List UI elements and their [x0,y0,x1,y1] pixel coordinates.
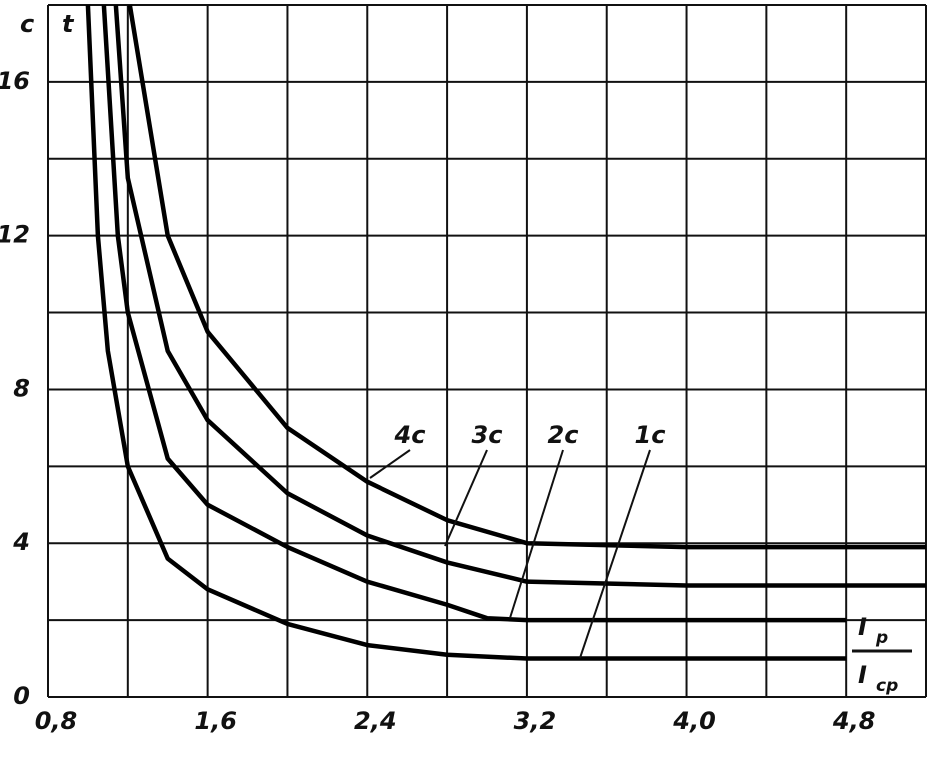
series-label: 3c [472,421,503,449]
x-label-num-sub: p [875,628,888,648]
y-tick-label: 4 [12,528,30,556]
y-label: t [62,10,75,38]
x-label: I p I cp [852,613,912,696]
series-label: 2c [548,421,579,449]
x-tick-label: 1,6 [194,707,237,735]
x-tick-label: 4,0 [672,707,716,735]
curve [101,4,847,623]
x-label-num: I [858,613,867,641]
x-tick-label: 3,2 [514,707,557,735]
y-tick-label: 16 [0,67,30,95]
curve [113,4,926,588]
y-tick-label: 8 [13,374,30,402]
y-tick-label: 12 [0,221,30,249]
series-label: 4c [394,421,426,449]
y-tick-label: 0 [13,682,30,710]
y-unit: c [20,10,34,38]
curve [85,4,847,661]
curve [127,4,926,550]
leader-line [444,449,488,547]
leader-line [509,449,564,619]
series-label: 1c [635,421,666,449]
leader-line [579,449,651,659]
x-label-den-sub: cp [876,676,898,696]
x-tick-label: 2,4 [354,707,397,735]
x-label-den: I [858,661,867,689]
x-tick-label: 0,8 [35,707,78,735]
plot: 0,8 1,6 2,4 3,2 4,0 4,8 0 4 8 12 16 1c 2c 3c 4c [0,4,927,735]
x-tick-label: 4,8 [832,707,876,735]
leader-line [369,449,411,479]
